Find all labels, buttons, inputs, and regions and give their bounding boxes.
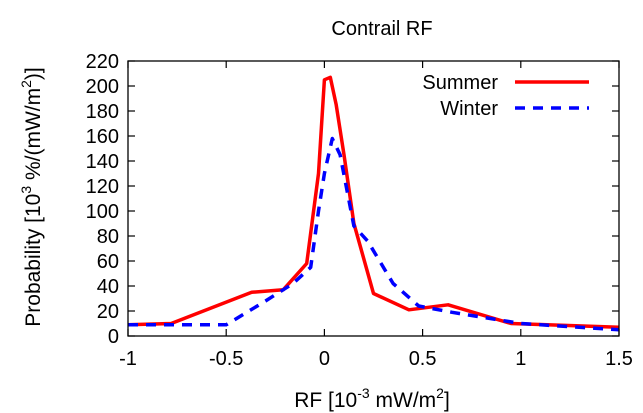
x-tick-label: 0.5 xyxy=(409,348,437,370)
x-tick-label: 1 xyxy=(515,348,526,370)
chart-title: Contrail RF xyxy=(331,18,432,40)
y-axis-label-base: Probability [10 xyxy=(22,194,45,327)
x-axis-label-exp2: 2 xyxy=(436,385,444,401)
x-tick-label: 0 xyxy=(319,348,330,370)
series-line-winter xyxy=(128,136,620,332)
axis-ticks: -1 -0.5 0 0.5 1 1.5 0 20 40 60 80 100 120 140 160 180 20… xyxy=(86,51,633,370)
svg-text:Probability [103 %/(mW/m2)]: Probability [103 %/(mW/m2)] xyxy=(18,67,45,326)
x-tick-label: -0.5 xyxy=(209,348,243,370)
y-axis-label: Probability [103 %/(mW/m2)] xyxy=(18,67,45,326)
y-tick-label: 200 xyxy=(86,76,119,98)
x-axis-label-base: RF [10 xyxy=(294,389,357,412)
y-tick-label: 180 xyxy=(86,101,119,123)
y-axis-label-end: )] xyxy=(22,67,45,80)
y-tick-label: 160 xyxy=(86,126,119,148)
svg-text:RF [10-3 mW/m2]: RF [10-3 mW/m2] xyxy=(294,385,450,412)
series-line-summer xyxy=(127,75,620,330)
y-tick-label: 80 xyxy=(97,226,119,248)
y-axis-label-mid: %/(mW/m xyxy=(22,88,45,186)
x-axis-label-exp1: -3 xyxy=(357,385,370,401)
x-tick-label: -1 xyxy=(119,348,137,370)
y-tick-label: 100 xyxy=(86,201,119,223)
y-tick-label: 120 xyxy=(86,176,119,198)
y-tick-label: 40 xyxy=(97,276,119,298)
y-axis-label-exp2: 2 xyxy=(18,80,34,88)
y-tick-label: 20 xyxy=(97,301,119,323)
x-axis-label-end: ] xyxy=(444,389,450,412)
y-tick-label: 220 xyxy=(86,51,119,73)
series-layer xyxy=(127,75,620,332)
legend-label-winter: Winter xyxy=(440,98,498,120)
legend-label-summer: Summer xyxy=(422,72,498,94)
x-axis-label-mid: mW/m xyxy=(370,389,436,412)
x-tick-label: 1.5 xyxy=(605,348,633,370)
x-axis-label: RF [10-3 mW/m2] xyxy=(294,385,450,412)
plot-frame xyxy=(127,60,620,337)
y-tick-label: 60 xyxy=(97,251,119,273)
y-tick-label: 0 xyxy=(108,326,119,348)
y-tick-label: 140 xyxy=(86,151,119,173)
y-axis-label-exp1: 3 xyxy=(18,186,34,194)
legend: Summer Winter xyxy=(422,72,589,120)
